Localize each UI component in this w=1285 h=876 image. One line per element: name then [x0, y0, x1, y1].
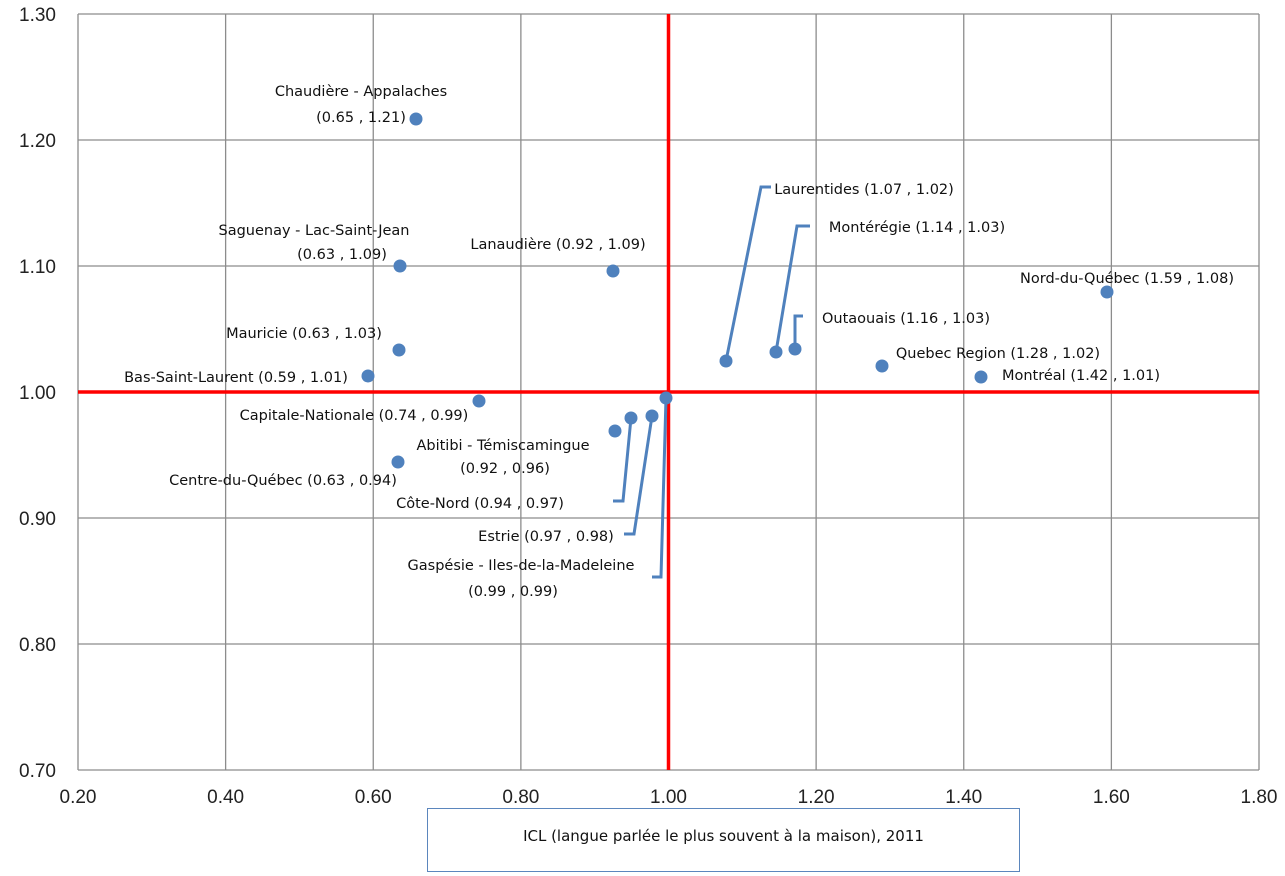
leader-line-outaouais: [793, 314, 803, 349]
point-label-chaudiere-appalaches: Chaudière - Appalaches: [275, 84, 447, 100]
point-label-abitibi-temiscamingue: (0.92 , 0.96): [460, 461, 550, 477]
x-tick-label: 0.40: [207, 787, 244, 808]
data-points: [361, 112, 1114, 469]
x-axis-label: ICL (langue parlée le plus souvent à la …: [523, 827, 924, 845]
point-label-capitale-nationale: Capitale-Nationale (0.74 , 0.99): [240, 408, 469, 424]
point-label-saguenay-lac-saint-jean: Saguenay - Lac-Saint-Jean: [219, 223, 410, 239]
point-nord-du-quebec: [1100, 285, 1114, 299]
point-label-gaspesie-iles-de-la-madeleine: (0.99 , 0.99): [468, 584, 558, 600]
point-label-monteregie: Montérégie (1.14 , 1.03): [829, 220, 1005, 236]
leader-line-estrie: [624, 415, 654, 536]
y-tick-label: 1.10: [19, 257, 56, 278]
y-tick-label: 0.80: [19, 635, 56, 656]
x-tick-label: 1.20: [798, 787, 835, 808]
point-label-cote-nord: Côte-Nord (0.94 , 0.97): [396, 496, 564, 512]
point-label-montreal: Montréal (1.42 , 1.01): [1002, 368, 1160, 384]
x-tick-label: 0.60: [355, 787, 392, 808]
point-bas-saint-laurent: [361, 369, 375, 383]
point-lanaudiere: [606, 264, 620, 278]
y-tick-label: 1.20: [19, 131, 56, 152]
point-label-quebec-region: Quebec Region (1.28 , 1.02): [896, 346, 1100, 362]
point-saguenay-lac-saint-jean: [393, 259, 407, 273]
x-tick-label: 1.80: [1241, 787, 1278, 808]
point-label-laurentides: Laurentides (1.07 , 1.02): [774, 182, 954, 198]
point-outaouais: [788, 342, 802, 356]
leader-lines: [613, 185, 810, 579]
leader-line-gaspesie-iles-de-la-madeleine: [652, 397, 668, 579]
point-capitale-nationale: [472, 394, 486, 408]
y-tick-label: 0.90: [19, 509, 56, 530]
point-estrie: [645, 409, 659, 423]
point-cote-nord: [624, 411, 638, 425]
point-chaudiere-appalaches: [409, 112, 423, 126]
point-label-bas-saint-laurent: Bas-Saint-Laurent (0.59 , 1.01): [124, 370, 348, 386]
point-gaspesie-iles-de-la-madeleine: [659, 391, 673, 405]
point-label-chaudiere-appalaches: (0.65 , 1.21): [316, 110, 406, 126]
x-tick-label: 1.00: [650, 787, 687, 808]
point-label-outaouais: Outaouais (1.16 , 1.03): [822, 311, 990, 327]
point-mauricie: [392, 343, 406, 357]
point-label-centre-du-quebec: Centre-du-Québec (0.63 , 0.94): [169, 473, 397, 489]
y-tick-label: 0.70: [19, 761, 56, 782]
x-tick-label: 0.20: [60, 787, 97, 808]
point-label-lanaudiere: Lanaudière (0.92 , 1.09): [470, 237, 645, 253]
point-montreal: [974, 370, 988, 384]
point-abitibi-temiscamingue: [608, 424, 622, 438]
point-label-estrie: Estrie (0.97 , 0.98): [478, 529, 614, 545]
point-label-abitibi-temiscamingue: Abitibi - Témiscamingue: [416, 438, 589, 454]
x-tick-label: 0.80: [502, 787, 539, 808]
tick-labels: 0.20 0.40 0.60 0.80 1.00 1.20 1.40 1.60 1.80 0.70…: [19, 5, 1277, 808]
x-axis-label-box: ICL (langue parlée le plus souvent à la …: [427, 808, 1020, 872]
y-tick-label: 1.00: [19, 383, 56, 404]
point-label-nord-du-quebec: Nord-du-Québec (1.59 , 1.08): [1020, 271, 1234, 287]
leader-line-cote-nord: [613, 417, 633, 503]
point-centre-du-quebec: [391, 455, 405, 469]
point-quebec-region: [875, 359, 889, 373]
x-tick-label: 1.60: [1093, 787, 1130, 808]
leader-line-monteregie: [774, 224, 810, 353]
point-label-mauricie: Mauricie (0.63 , 1.03): [226, 326, 382, 342]
point-labels: Chaudière - Appalaches (0.65 , 1.21) Sague…: [124, 84, 1234, 600]
leader-line-laurentides: [724, 185, 771, 362]
point-monteregie: [769, 345, 783, 359]
point-label-saguenay-lac-saint-jean: (0.63 , 1.09): [297, 247, 387, 263]
y-tick-label: 1.30: [19, 5, 56, 26]
point-laurentides: [719, 354, 733, 368]
point-label-gaspesie-iles-de-la-madeleine: Gaspésie - Iles-de-la-Madeleine: [408, 558, 635, 574]
x-tick-label: 1.40: [945, 787, 982, 808]
